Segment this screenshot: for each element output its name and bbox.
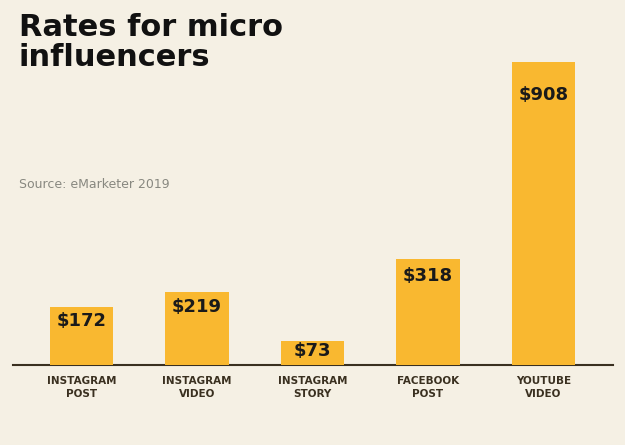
Bar <box>50 307 114 365</box>
Bar <box>281 340 344 365</box>
Text: $318: $318 <box>403 267 453 285</box>
Bar <box>166 292 229 365</box>
Text: $73: $73 <box>294 343 331 360</box>
Text: Source: eMarketer 2019: Source: eMarketer 2019 <box>19 178 169 191</box>
Text: $172: $172 <box>57 312 107 330</box>
Text: $219: $219 <box>172 298 222 316</box>
Text: Rates for micro
influencers: Rates for micro influencers <box>19 13 282 73</box>
Bar <box>396 259 459 365</box>
Bar <box>511 62 575 365</box>
Text: $908: $908 <box>518 86 568 104</box>
